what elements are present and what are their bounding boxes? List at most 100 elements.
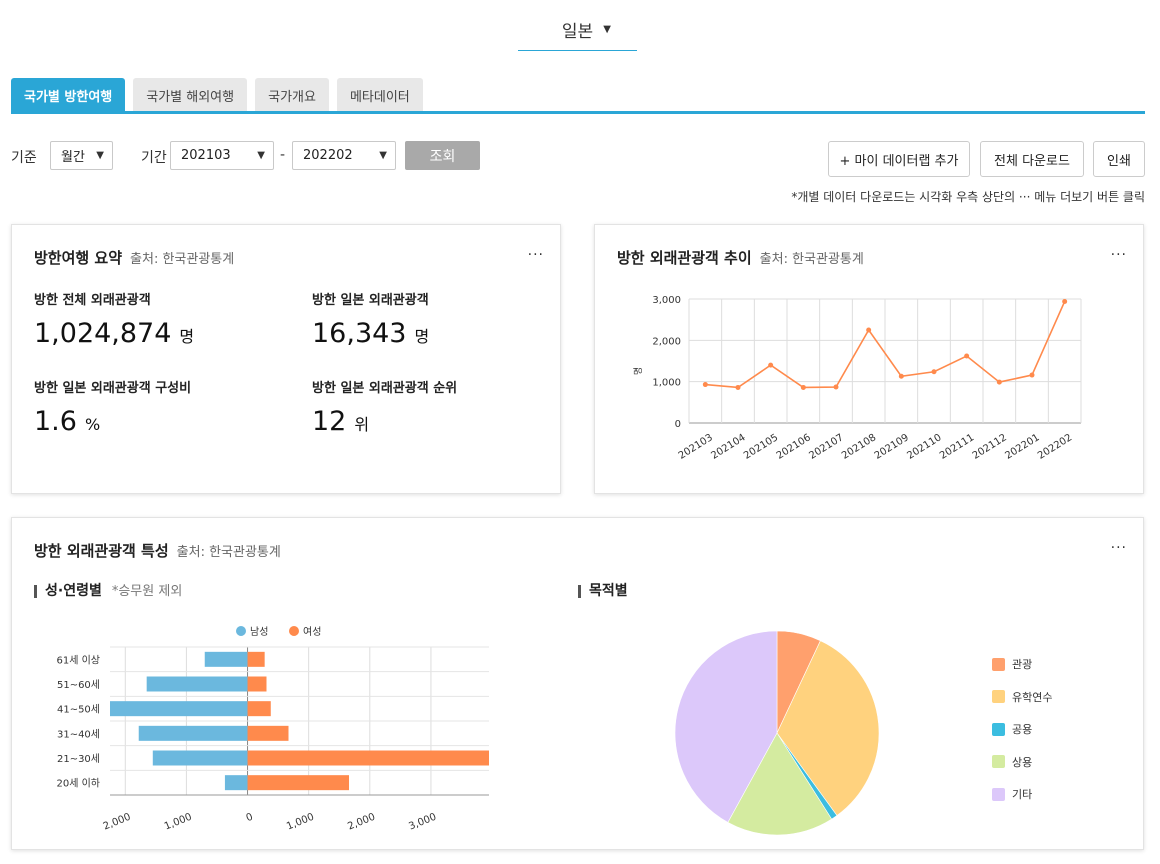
bar-female xyxy=(247,775,350,791)
x-tick-label: 202109 xyxy=(873,432,911,462)
stat-label: 방한 일본 외래관광객 구성비 xyxy=(34,381,192,396)
tab-metadata[interactable]: 메타데이터 xyxy=(336,78,423,112)
x-tick-label: 202108 xyxy=(840,432,878,462)
y-tick-label: 0 xyxy=(675,419,681,430)
legend-label: 관광 xyxy=(1012,658,1033,671)
legend-swatch xyxy=(992,690,1005,703)
x-tick-label: 202110 xyxy=(905,432,943,462)
caret-down-icon: ▼ xyxy=(96,150,104,161)
series-line xyxy=(705,301,1066,389)
age-title-text: 성·연령별 xyxy=(45,583,102,599)
data-point xyxy=(866,327,872,333)
basis-select[interactable]: 월간 ▼ xyxy=(50,141,113,170)
more-menu-icon[interactable]: ··· xyxy=(527,247,544,263)
legend-item: 공용 xyxy=(992,721,1032,737)
trend-card: 방한 외래관광객 추이 출처: 한국관광통계 ··· 0 1,000 2,000 3,0… xyxy=(594,224,1144,494)
category-label: 21~30세 xyxy=(57,753,100,765)
stat-japan-visitors: 방한 일본 외래관광객 16,343 명 xyxy=(312,289,429,349)
tab-outbound-travel[interactable]: 국가별 해외여행 xyxy=(133,78,248,112)
stat-unit: % xyxy=(84,415,101,434)
legend-label: 상용 xyxy=(1012,755,1033,769)
x-tick-label: 202111 xyxy=(938,432,976,462)
x-tick-label: 202201 xyxy=(1003,432,1041,462)
bar-male xyxy=(204,651,248,667)
pie-slice xyxy=(674,630,778,823)
country-select[interactable]: 일본 ▼ xyxy=(518,8,637,51)
data-point xyxy=(931,369,937,375)
x-tick-label: 202202 xyxy=(1036,432,1074,462)
legend-item: 관광 xyxy=(992,656,1032,672)
period-separator: - xyxy=(280,147,286,163)
trend-title: 방한 외래관광객 추이 출처: 한국관광통계 xyxy=(617,247,864,268)
stat-unit: 명 xyxy=(414,327,430,346)
add-mydatalab-button[interactable]: + 마이 데이터랩 추가 xyxy=(828,141,970,177)
characteristics-card: 방한 외래관광객 특성 출처: 한국관광통계 ··· 성·연령별 *승무원 제외 목… xyxy=(11,517,1144,850)
y-axis-label: 명 xyxy=(633,367,644,375)
bar-female xyxy=(247,676,267,692)
x-tick-label: 202112 xyxy=(971,432,1009,462)
period-label: 기간 xyxy=(141,150,167,166)
country-select-value: 일본 xyxy=(561,21,594,42)
bar-male xyxy=(224,775,248,791)
category-label: 61세 이상 xyxy=(56,654,100,666)
pie-slice xyxy=(776,640,880,816)
data-point xyxy=(898,373,904,379)
bar-male xyxy=(152,750,248,766)
x-tick-label: 202103 xyxy=(677,432,715,462)
x-tick-label: 202105 xyxy=(742,432,780,462)
period-from-select[interactable]: 202103 ▼ xyxy=(170,141,274,170)
x-tick-label: 1,000 xyxy=(285,812,316,833)
legend-label: 공용 xyxy=(1012,723,1033,736)
data-point xyxy=(833,384,839,390)
query-button[interactable]: 조회 xyxy=(405,141,480,170)
age-gender-chart: 남성 여성 2,000 1,000 0 1,000 2,000 3,000 61세 이상 51~6… xyxy=(56,626,489,833)
y-tick-label: 2,000 xyxy=(652,336,681,347)
stat-value-line: 1,024,874 명 xyxy=(34,318,194,349)
bar-female xyxy=(247,701,271,717)
data-point xyxy=(964,353,970,359)
category-label: 41~50세 xyxy=(57,704,100,716)
bar-female xyxy=(247,651,265,667)
basis-label: 기준 xyxy=(11,150,37,166)
tab-inbound-travel[interactable]: 국가별 방한여행 xyxy=(11,78,126,112)
y-tick-label: 1,000 xyxy=(652,378,681,389)
purpose-pie-chart xyxy=(674,630,880,836)
legend-label: 유학연수 xyxy=(1012,690,1053,704)
characteristics-title-text: 방한 외래관광객 특성 xyxy=(34,542,169,560)
basis-select-value: 월간 xyxy=(61,150,85,165)
stat-value: 1,024,874 xyxy=(34,318,172,349)
tab-bar: 국가별 방한여행 국가별 해외여행 국가개요 메타데이터 xyxy=(11,78,431,112)
data-point xyxy=(702,382,708,388)
x-tick-label: 3,000 xyxy=(407,812,438,833)
legend-label: 남성 xyxy=(250,626,268,638)
stat-value: 1.6 xyxy=(34,406,77,437)
legend-swatch xyxy=(992,722,1005,736)
stat-value-line: 12 위 xyxy=(312,406,457,437)
tab-country-overview[interactable]: 국가개요 xyxy=(255,78,329,112)
x-tick-label: 202106 xyxy=(775,432,813,462)
download-all-button[interactable]: 전체 다운로드 xyxy=(980,141,1084,177)
summary-title: 방한여행 요약 출처: 한국관광통계 xyxy=(34,247,234,268)
legend-swatch xyxy=(992,657,1005,671)
stat-label: 방한 전체 외래관광객 xyxy=(34,293,151,308)
tab-underline xyxy=(11,111,1145,114)
legend-swatch xyxy=(236,626,246,636)
stat-unit: 위 xyxy=(354,415,370,434)
characteristics-source: 출처: 한국관광통계 xyxy=(176,545,281,560)
print-button[interactable]: 인쇄 xyxy=(1093,141,1145,177)
trend-source: 출처: 한국관광통계 xyxy=(759,252,864,267)
age-note: *승무원 제외 xyxy=(111,584,183,599)
pie-slice xyxy=(727,732,833,836)
stat-japan-rank: 방한 일본 외래관광객 순위 12 위 xyxy=(312,377,457,437)
period-to-select[interactable]: 202202 ▼ xyxy=(292,141,396,170)
bar-male xyxy=(146,676,248,692)
stat-value: 12 xyxy=(312,406,347,437)
period-from-value: 202103 xyxy=(181,148,231,163)
stat-japan-share: 방한 일본 외래관광객 구성비 1.6% xyxy=(34,377,191,437)
more-menu-icon[interactable]: ··· xyxy=(1110,540,1127,556)
purpose-section-title: 목적별 xyxy=(578,584,628,598)
stat-value-line: 1.6% xyxy=(34,406,191,437)
more-menu-icon[interactable]: ··· xyxy=(1110,247,1127,263)
legend-item: 기타 xyxy=(992,786,1032,802)
caret-down-icon: ▼ xyxy=(257,150,265,161)
